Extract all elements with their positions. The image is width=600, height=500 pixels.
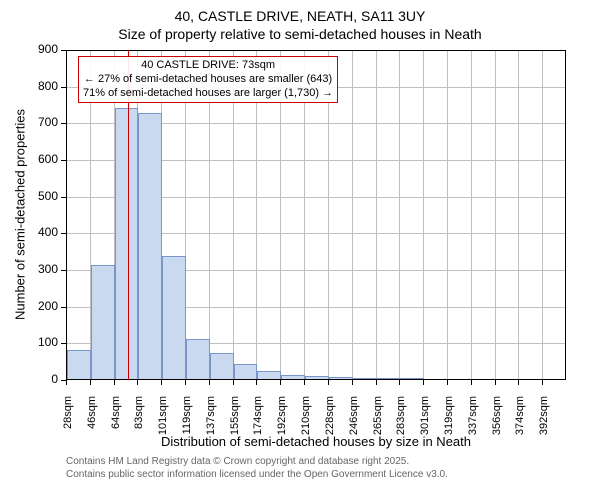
- xtick-mark: [352, 380, 353, 385]
- annotation-line-2: ← 27% of semi-detached houses are smalle…: [83, 73, 333, 87]
- xtick-mark: [304, 380, 305, 385]
- xtick-label: 119sqm: [181, 396, 193, 446]
- y-axis-label: Number of semi-detached properties: [13, 105, 28, 325]
- histogram-bar: [257, 371, 281, 379]
- histogram-bar: [305, 376, 329, 379]
- ytick-label: 0: [28, 372, 58, 386]
- xtick-mark: [399, 380, 400, 385]
- xtick-label: 101sqm: [157, 396, 169, 446]
- chart-container: 40, CASTLE DRIVE, NEATH, SA11 3UY Size o…: [0, 0, 600, 500]
- xtick-label: 83sqm: [133, 396, 145, 446]
- xtick-mark: [233, 380, 234, 385]
- histogram-bar: [377, 378, 401, 379]
- histogram-bar: [115, 108, 139, 379]
- xtick-mark: [66, 380, 67, 385]
- xtick-mark: [90, 380, 91, 385]
- histogram-bar: [329, 377, 353, 379]
- xtick-label: 174sqm: [252, 396, 264, 446]
- xtick-mark: [376, 380, 377, 385]
- ytick-label: 400: [28, 225, 58, 239]
- xtick-label: 374sqm: [514, 396, 526, 446]
- xtick-label: 228sqm: [324, 396, 336, 446]
- histogram-bar: [210, 353, 234, 379]
- xtick-label: 137sqm: [205, 396, 217, 446]
- xtick-mark: [518, 380, 519, 385]
- xtick-mark: [471, 380, 472, 385]
- attribution-line-1: Contains HM Land Registry data © Crown c…: [66, 456, 409, 467]
- histogram-bar: [162, 256, 186, 379]
- xtick-label: 64sqm: [110, 396, 122, 446]
- histogram-bar: [234, 364, 258, 379]
- ytick-label: 800: [28, 79, 58, 93]
- xtick-label: 265sqm: [372, 396, 384, 446]
- xtick-mark: [423, 380, 424, 385]
- annotation-box: 40 CASTLE DRIVE: 73sqm← 27% of semi-deta…: [78, 56, 338, 103]
- histogram-bar: [91, 265, 115, 379]
- histogram-bar: [281, 375, 305, 379]
- xtick-label: 28sqm: [62, 396, 74, 446]
- xtick-mark: [447, 380, 448, 385]
- xtick-label: 210sqm: [300, 396, 312, 446]
- ytick-label: 100: [28, 335, 58, 349]
- xtick-mark: [161, 380, 162, 385]
- annotation-line-3: 71% of semi-detached houses are larger (…: [83, 87, 333, 101]
- xtick-label: 155sqm: [229, 396, 241, 446]
- xtick-mark: [185, 380, 186, 385]
- xtick-mark: [114, 380, 115, 385]
- xtick-mark: [137, 380, 138, 385]
- annotation-line-1: 40 CASTLE DRIVE: 73sqm: [83, 59, 333, 73]
- xtick-label: 192sqm: [276, 396, 288, 446]
- xtick-label: 337sqm: [467, 396, 479, 446]
- histogram-bar: [400, 378, 424, 379]
- xtick-label: 283sqm: [395, 396, 407, 446]
- xtick-label: 319sqm: [443, 396, 455, 446]
- attribution-line-2: Contains public sector information licen…: [66, 469, 448, 480]
- histogram-bar: [353, 378, 377, 379]
- ytick-label: 900: [28, 42, 58, 56]
- xtick-mark: [542, 380, 543, 385]
- ytick-label: 300: [28, 262, 58, 276]
- xtick-label: 46sqm: [86, 396, 98, 446]
- chart-title-main: 40, CASTLE DRIVE, NEATH, SA11 3UY: [0, 0, 600, 24]
- histogram-bar: [138, 113, 162, 379]
- xtick-label: 246sqm: [348, 396, 360, 446]
- xtick-label: 356sqm: [491, 396, 503, 446]
- xtick-label: 301sqm: [419, 396, 431, 446]
- chart-title-sub: Size of property relative to semi-detach…: [0, 24, 600, 42]
- histogram-bar: [67, 350, 91, 379]
- ytick-label: 200: [28, 299, 58, 313]
- ytick-label: 500: [28, 189, 58, 203]
- xtick-mark: [209, 380, 210, 385]
- xtick-mark: [256, 380, 257, 385]
- xtick-label: 392sqm: [538, 396, 550, 446]
- ytick-label: 600: [28, 152, 58, 166]
- xtick-mark: [280, 380, 281, 385]
- xtick-mark: [495, 380, 496, 385]
- histogram-bar: [186, 339, 210, 379]
- xtick-mark: [328, 380, 329, 385]
- ytick-label: 700: [28, 115, 58, 129]
